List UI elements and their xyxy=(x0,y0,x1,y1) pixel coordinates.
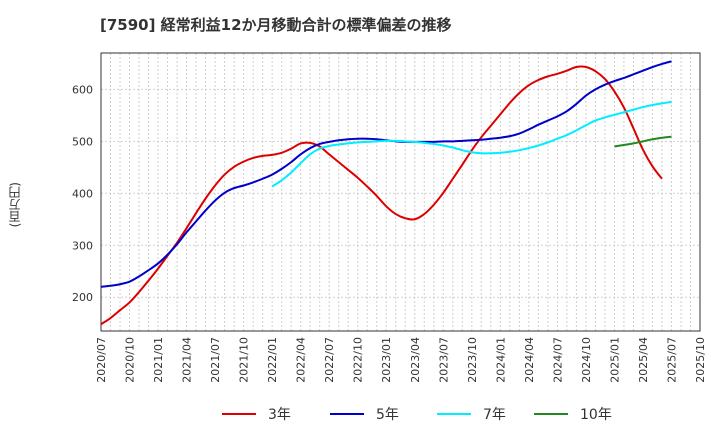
x-tick-label: 2025/01 xyxy=(608,337,621,383)
legend-swatch xyxy=(534,413,568,415)
legend: 3年 5年 7年 10年 xyxy=(0,402,720,426)
line-chart: 200 300 400 500 600 2020/07 2020/10 2021/01 2021… xyxy=(72,52,707,383)
x-tick-label: 2024/04 xyxy=(523,337,536,383)
y-tick-label: 300 xyxy=(72,239,93,252)
legend-swatch xyxy=(222,413,256,415)
x-tick-label: 2025/04 xyxy=(637,337,650,383)
legend-swatch xyxy=(330,413,364,415)
x-tick-label: 2020/10 xyxy=(124,337,137,383)
chart-title: [7590] 経常利益12か月移動合計の標準偏差の推移 xyxy=(100,16,452,34)
legend-label: 7年 xyxy=(483,407,506,423)
y-tick-label: 500 xyxy=(72,135,93,148)
x-tick-label: 2024/10 xyxy=(580,337,593,383)
x-tick-label: 2024/01 xyxy=(494,337,507,383)
legend-label: 10年 xyxy=(580,407,612,423)
legend-item: 10年 xyxy=(534,402,612,426)
y-tick-label: 200 xyxy=(72,291,93,304)
series-line-3 xyxy=(271,100,672,188)
series-line-4 xyxy=(614,135,672,148)
x-tick-label: 2022/10 xyxy=(352,337,365,383)
x-tick-label: 2021/07 xyxy=(209,337,222,383)
legend-label: 5年 xyxy=(376,407,399,423)
x-tick-label: 2023/10 xyxy=(466,337,479,383)
legend-swatch xyxy=(437,413,471,415)
plot-frame xyxy=(100,52,701,332)
x-tick-label: 2021/04 xyxy=(181,337,194,383)
legend-item: 3年 xyxy=(222,402,291,426)
x-tick-label: 2023/07 xyxy=(437,337,450,383)
x-tick-label: 2022/04 xyxy=(295,337,308,383)
x-tick-label: 2022/01 xyxy=(266,337,279,383)
x-tick-label: 2020/07 xyxy=(95,337,108,383)
x-tick-label: 2025/10 xyxy=(694,337,707,383)
grid-lines xyxy=(100,53,701,331)
series-line-1 xyxy=(100,65,663,326)
x-tick-label: 2023/01 xyxy=(380,337,393,383)
legend-item: 7年 xyxy=(437,402,506,426)
y-tick-label: 600 xyxy=(72,83,93,96)
series-lines xyxy=(100,60,672,326)
legend-item: 5年 xyxy=(330,402,399,426)
x-tick-label: 2022/07 xyxy=(323,337,336,383)
x-tick-label: 2025/07 xyxy=(665,337,678,383)
x-tick-label: 2021/10 xyxy=(238,337,251,383)
x-tick-label: 2024/07 xyxy=(551,337,564,383)
tick-labels: 200 300 400 500 600 2020/07 2020/10 2021/01 2021… xyxy=(72,83,707,382)
legend-label: 3年 xyxy=(268,407,291,423)
x-tick-label: 2023/04 xyxy=(409,337,422,383)
y-tick-label: 400 xyxy=(72,187,93,200)
x-tick-label: 2021/01 xyxy=(152,337,165,383)
